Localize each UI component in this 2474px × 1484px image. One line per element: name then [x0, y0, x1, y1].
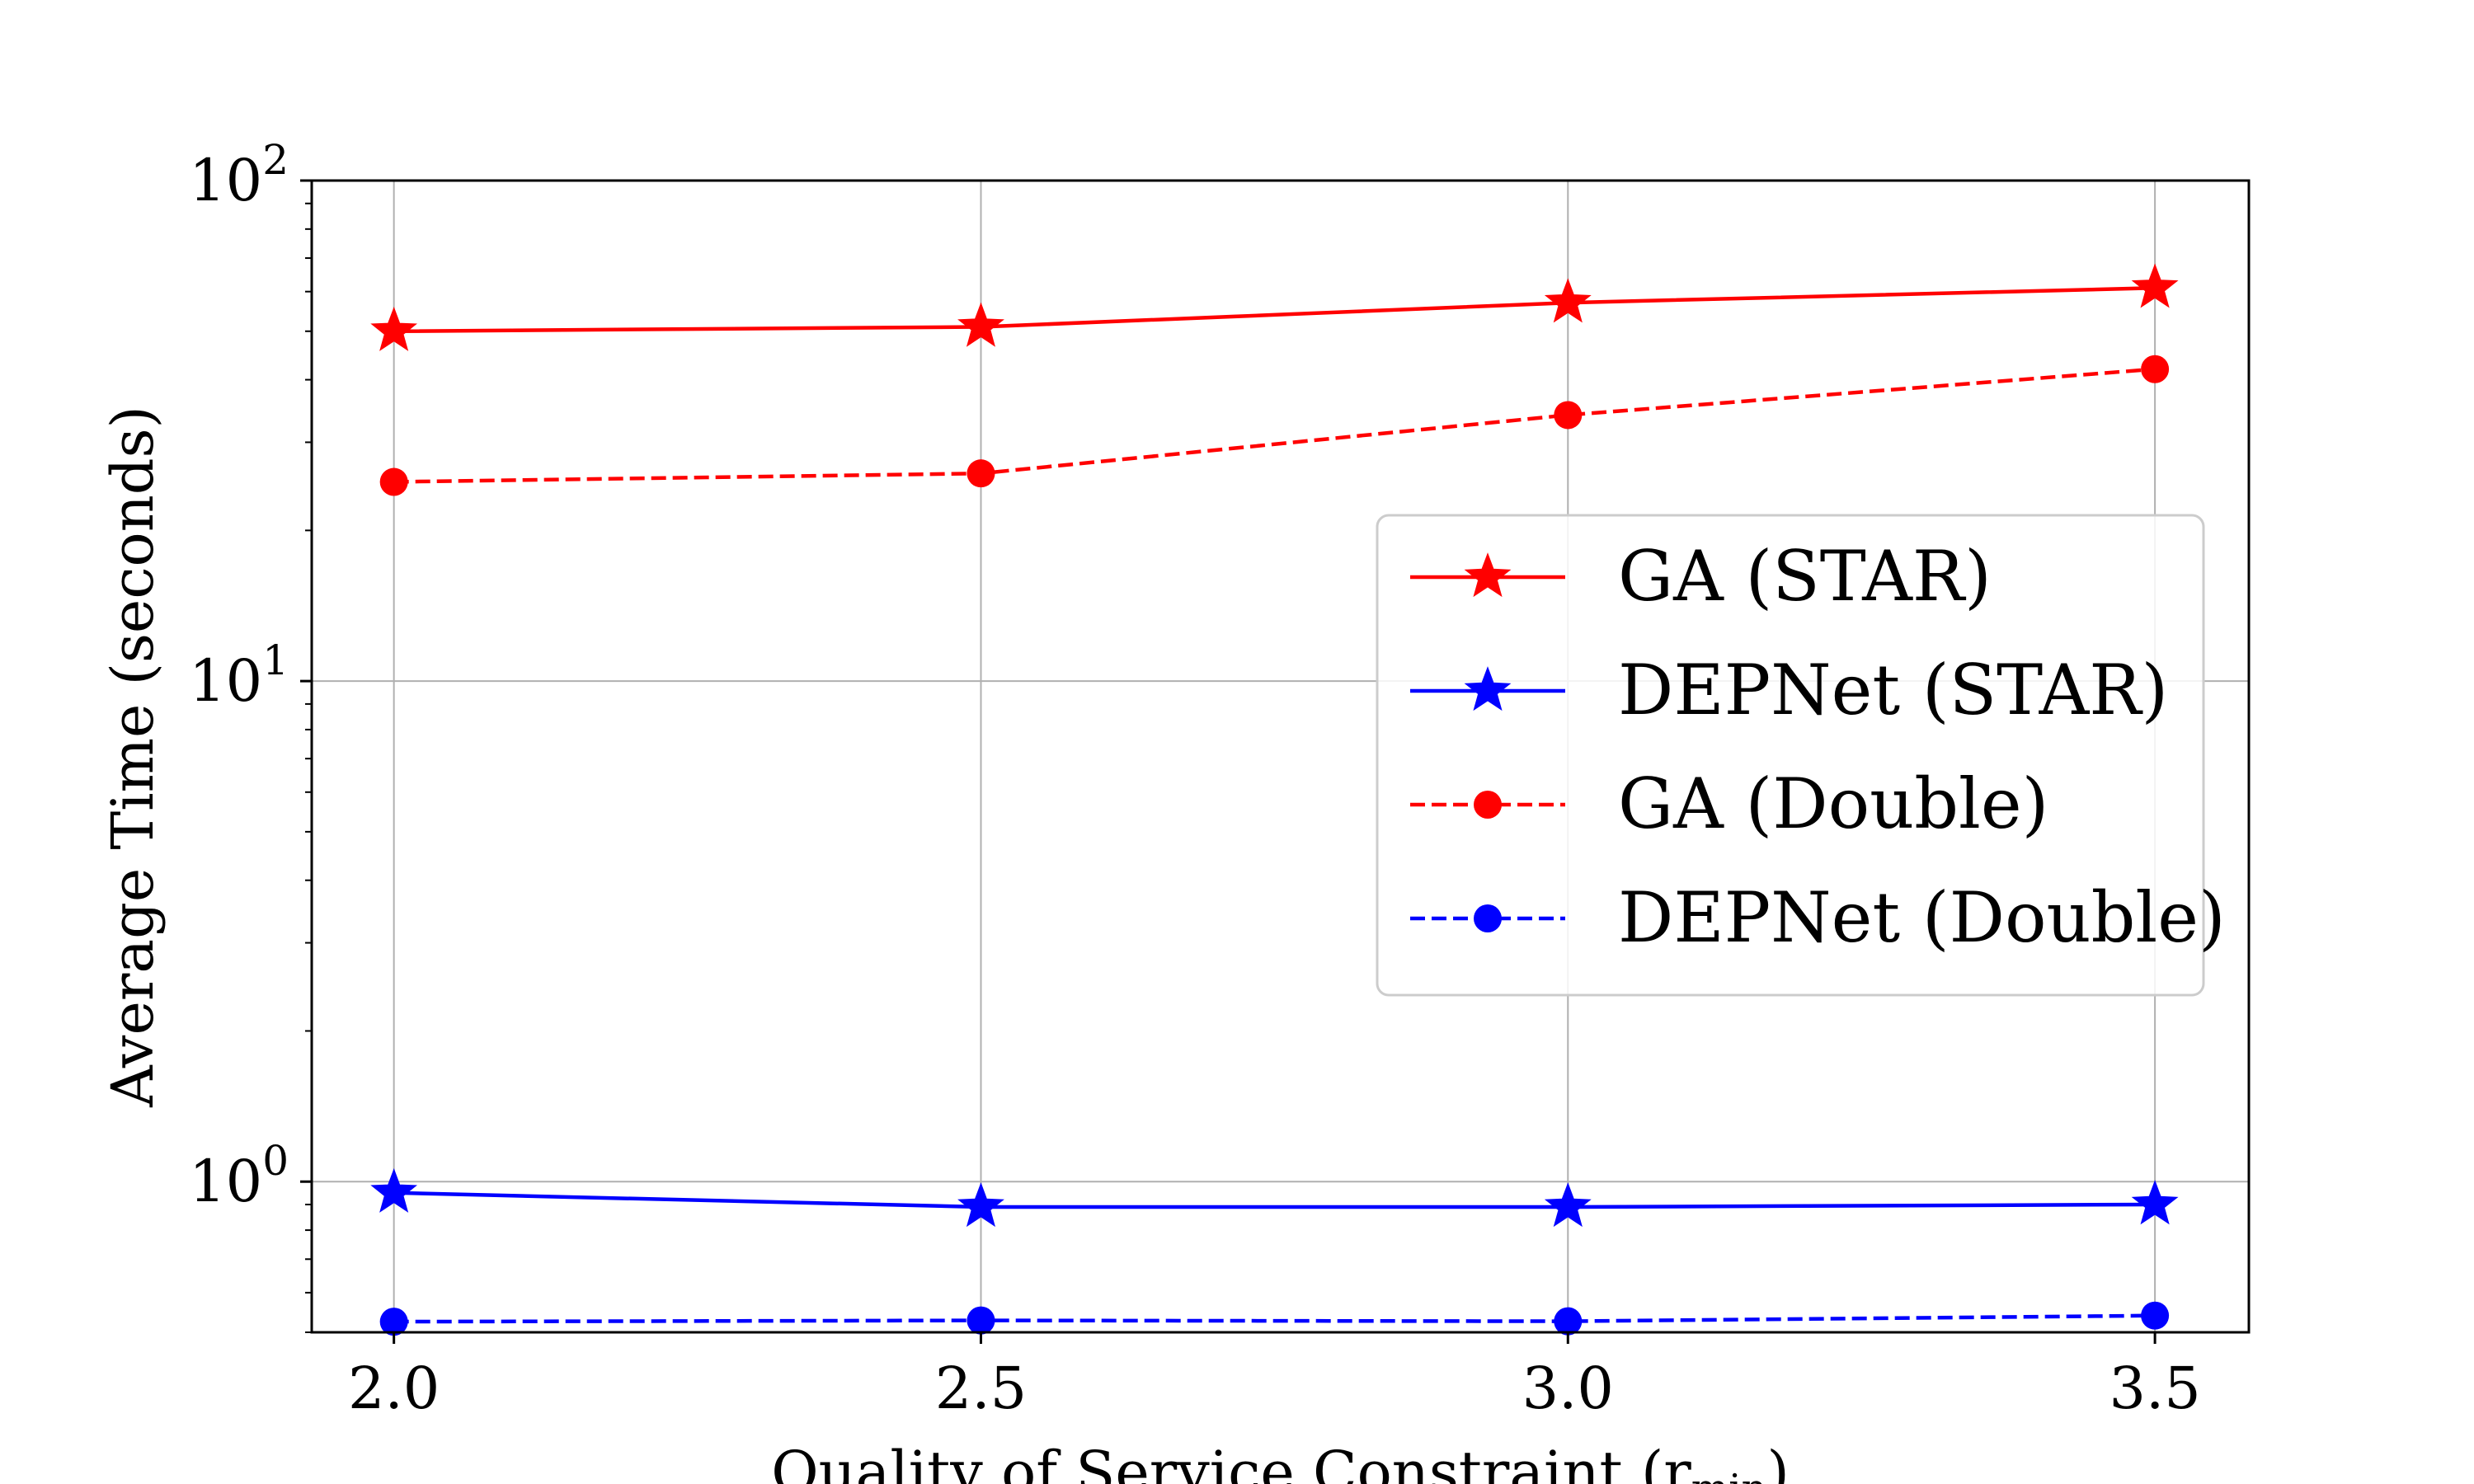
legend-label: DEPNet (Double) — [1618, 877, 2226, 958]
x-tick-label: 2.5 — [935, 1355, 1027, 1422]
y-tick-label: 100 — [189, 1137, 289, 1215]
data-point — [957, 1182, 1004, 1228]
data-point — [2141, 355, 2170, 383]
data-point — [370, 306, 418, 351]
y-tick-label: 102 — [189, 136, 289, 214]
series-GA (STAR) — [370, 263, 2179, 351]
series-line — [393, 1190, 2156, 1209]
x-tick-label: 2.0 — [348, 1355, 440, 1422]
data-point — [379, 1308, 408, 1336]
legend-entry[interactable]: DEPNet (STAR) — [1410, 650, 2168, 730]
data-point — [967, 1306, 995, 1335]
series-line — [393, 286, 2156, 334]
legend-marker — [1464, 552, 1512, 598]
legend-marker — [1474, 904, 1502, 932]
series-layer — [370, 263, 2179, 1336]
series-line — [393, 1313, 2156, 1324]
y-tick-label: 101 — [189, 636, 289, 715]
data-point — [967, 459, 995, 488]
tick-layer: 2.0 2.5 3.0 3.5 102 101 100 — [189, 136, 2201, 1422]
data-point — [370, 1167, 418, 1213]
legend-entry[interactable]: GA (Double) — [1410, 763, 2048, 844]
data-point — [1554, 401, 1583, 430]
legend-label: GA (STAR) — [1618, 536, 1992, 617]
legend-entry[interactable]: GA (STAR) — [1410, 536, 1992, 617]
series-DEPNet (STAR) — [370, 1167, 2179, 1228]
series-line — [393, 367, 2156, 484]
legend-entry[interactable]: DEPNet (Double) — [1410, 877, 2226, 958]
y-axis-label: Average Time (seconds) — [99, 406, 167, 1108]
series-DEPNet (Double) — [379, 1301, 2170, 1336]
data-point — [1554, 1307, 1583, 1336]
series-GA (Double) — [379, 355, 2170, 496]
data-point — [957, 302, 1004, 347]
label-layer: Quality of Service Constraint (rmin) Aver… — [99, 406, 1790, 1484]
data-point — [2131, 263, 2179, 308]
x-tick-label: 3.5 — [2109, 1355, 2200, 1422]
data-point — [2131, 1180, 2179, 1225]
x-axis-label: Quality of Service Constraint (rmin) — [771, 1439, 1790, 1484]
legend-box — [1376, 514, 2205, 997]
plot-frame — [310, 179, 2251, 1334]
legend-label: GA (Double) — [1618, 763, 2048, 844]
legend-label: DEPNet (STAR) — [1618, 650, 2168, 730]
data-point — [379, 467, 408, 496]
x-tick-label: 3.0 — [1522, 1355, 1614, 1422]
data-point — [1544, 1182, 1592, 1228]
data-point — [2141, 1301, 2170, 1330]
legend-marker — [1474, 791, 1502, 819]
legend-layer[interactable]: GA (STAR) DEPNet (STAR) GA (Double) DEPNet … — [1376, 514, 2226, 997]
data-point — [1544, 278, 1592, 323]
legend-marker — [1464, 666, 1512, 711]
